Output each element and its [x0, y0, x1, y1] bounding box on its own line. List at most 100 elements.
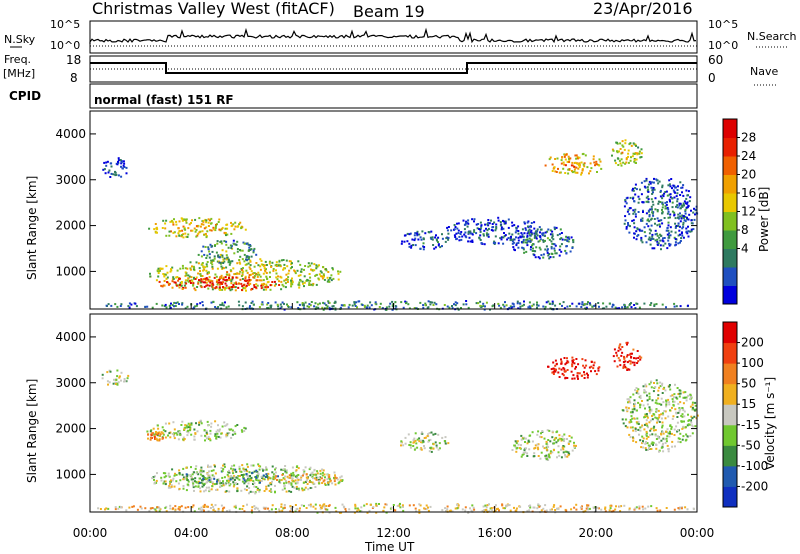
scatter-point — [299, 270, 302, 273]
scatter-point — [374, 301, 377, 304]
scatter-point — [169, 482, 171, 485]
scatter-point — [278, 479, 281, 482]
scatter-point — [555, 441, 558, 444]
scatter-point — [536, 507, 539, 510]
scatter-point — [642, 440, 644, 443]
scatter-point — [634, 143, 637, 146]
scatter-point — [335, 510, 338, 513]
scatter-point — [631, 361, 634, 364]
scatter-point — [311, 284, 314, 287]
scatter-point — [483, 243, 486, 246]
scatter-point — [497, 216, 500, 219]
scatter-point — [552, 373, 555, 375]
scatter-point — [216, 260, 219, 263]
scatter-point — [556, 157, 559, 160]
scatter-point — [240, 470, 243, 473]
scatter-point — [173, 435, 176, 438]
scatter-point — [265, 272, 268, 274]
scatter-point — [482, 234, 485, 237]
scatter-point — [309, 503, 312, 506]
scatter-point — [632, 187, 634, 190]
scatter-point — [541, 234, 544, 237]
scatter-point — [550, 252, 553, 255]
scatter-point — [180, 282, 183, 285]
scatter-point — [633, 210, 636, 213]
scatter-point — [334, 308, 337, 311]
scatter-point — [323, 479, 326, 482]
scatter-point — [544, 504, 547, 507]
scatter-point — [265, 268, 267, 271]
scatter-point — [567, 236, 570, 239]
scatter-point — [330, 274, 333, 277]
scatter-point — [101, 373, 104, 376]
scatter-point — [120, 379, 122, 382]
scatter-point — [291, 262, 293, 265]
scatter-point — [200, 471, 203, 474]
scatter-point — [153, 436, 156, 438]
scatter-point — [637, 234, 640, 236]
scatter-point — [552, 505, 555, 508]
scatter-point — [242, 468, 245, 471]
scatter-point — [625, 227, 628, 230]
scatter-point — [356, 306, 358, 309]
scatter-point — [479, 300, 482, 303]
scatter-point — [567, 361, 570, 364]
scatter-point — [624, 418, 627, 421]
scatter-point — [237, 300, 240, 303]
scatter-point — [528, 232, 531, 235]
scatter-point — [629, 401, 632, 404]
scatter-point — [674, 383, 676, 386]
scatter-point — [424, 304, 427, 306]
scatter-point — [598, 305, 600, 308]
scatter-point — [573, 506, 576, 509]
scatter-point — [647, 200, 649, 203]
scatter-point — [672, 396, 675, 399]
scatter-point — [646, 448, 649, 451]
scatter-point — [677, 234, 680, 237]
scatter-point — [581, 301, 584, 304]
scatter-point — [661, 303, 664, 306]
scatter-point — [243, 510, 246, 513]
scatter-point — [642, 211, 644, 213]
scatter-point — [418, 437, 421, 440]
scatter-point — [590, 167, 593, 170]
scatter-point — [536, 446, 539, 449]
scatter-point — [616, 157, 619, 160]
colorbar-segment — [723, 211, 737, 231]
x-tick-label: 04:00 — [174, 526, 209, 540]
scatter-point — [214, 306, 217, 308]
scatter-point — [689, 230, 692, 233]
scatter-point — [160, 431, 163, 434]
scatter-point — [637, 428, 640, 431]
scatter-point — [573, 170, 576, 173]
scatter-point — [258, 488, 261, 491]
scatter-point — [185, 219, 188, 222]
scatter-point — [326, 307, 329, 309]
scatter-point — [515, 450, 518, 453]
scatter-point — [517, 225, 520, 228]
scatter-point — [166, 281, 169, 284]
scatter-point — [654, 434, 657, 437]
scatter-point — [427, 433, 430, 436]
scatter-point — [507, 237, 510, 239]
scatter-point — [315, 306, 318, 309]
scatter-point — [639, 156, 642, 159]
scatter-point — [551, 436, 554, 439]
scatter-point — [679, 181, 682, 184]
scatter-point — [228, 263, 231, 266]
scatter-point — [214, 433, 217, 436]
scatter-point — [520, 438, 523, 441]
scatter-point — [660, 219, 663, 222]
scatter-point — [658, 414, 661, 416]
scatter-point — [573, 377, 576, 380]
scatter-point — [114, 303, 117, 306]
scatter-point — [120, 161, 123, 164]
scatter-point — [595, 160, 598, 163]
scatter-point — [617, 349, 620, 352]
scatter-point — [232, 267, 235, 270]
scatter-point — [465, 303, 468, 306]
scatter-point — [637, 360, 640, 363]
scatter-point — [676, 189, 679, 191]
scatter-point — [236, 424, 239, 426]
scatter-point — [486, 504, 489, 507]
